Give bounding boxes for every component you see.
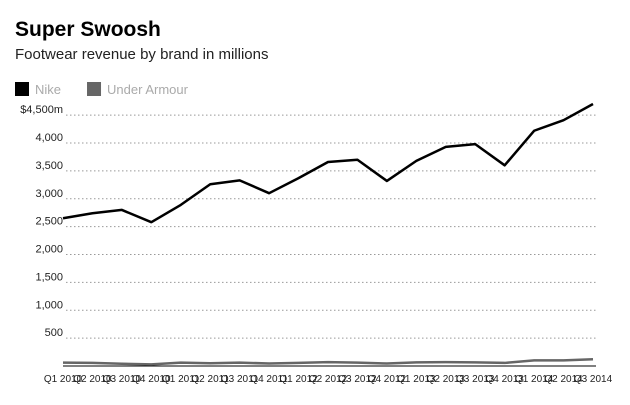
- x-tick-label: Q1 2010: [44, 374, 83, 385]
- chart-title: Super Swoosh: [15, 18, 161, 41]
- x-tick-label: Q2 2012: [309, 374, 348, 385]
- x-tick-label: Q3 2011: [221, 374, 259, 385]
- y-tick-label: 3,000: [35, 188, 63, 200]
- legend-swatch: [15, 82, 29, 96]
- legend-label: Under Armour: [107, 82, 189, 97]
- y-tick-label: 1,000: [35, 299, 63, 311]
- y-tick-label: 4,000: [35, 132, 63, 144]
- x-tick-label: Q2 2011: [191, 374, 229, 385]
- y-tick-label: 2,500: [35, 216, 63, 228]
- legend-label: Nike: [35, 82, 61, 97]
- series-line: [62, 102, 594, 224]
- x-tick-label: Q4 2013: [485, 374, 524, 385]
- y-tick-label: 1,500: [35, 271, 63, 283]
- x-tick-label: Q1 2012: [279, 374, 318, 385]
- x-tick-label: Q4 2012: [368, 374, 407, 385]
- x-tick-label: Q2 2010: [73, 374, 112, 385]
- x-tick-label: Q4 2011: [250, 374, 288, 385]
- x-tick-label: Q1 2014: [515, 374, 554, 385]
- legend-swatch: [87, 82, 102, 96]
- y-tick-label: $4,500m: [20, 104, 63, 116]
- series-line: [62, 358, 594, 366]
- x-tick-label: Q1 2013: [397, 374, 436, 385]
- x-tick-label: Q3 2013: [456, 374, 495, 385]
- x-tick-label: Q3 2014: [574, 374, 613, 385]
- y-tick-label: 500: [45, 327, 63, 339]
- x-tick-label: Q3 2012: [338, 374, 377, 385]
- x-tick-label: Q1 2011: [162, 374, 200, 385]
- y-tick-label: 3,500: [35, 160, 63, 172]
- x-tick-label: Q2 2013: [427, 374, 466, 385]
- y-tick-label: 2,000: [35, 244, 63, 256]
- x-tick-label: Q3 2010: [103, 374, 142, 385]
- chart-subtitle: Footwear revenue by brand in millions: [15, 46, 268, 63]
- x-tick-label: Q2 2014: [544, 374, 583, 385]
- x-tick-label: Q4 2010: [132, 374, 171, 385]
